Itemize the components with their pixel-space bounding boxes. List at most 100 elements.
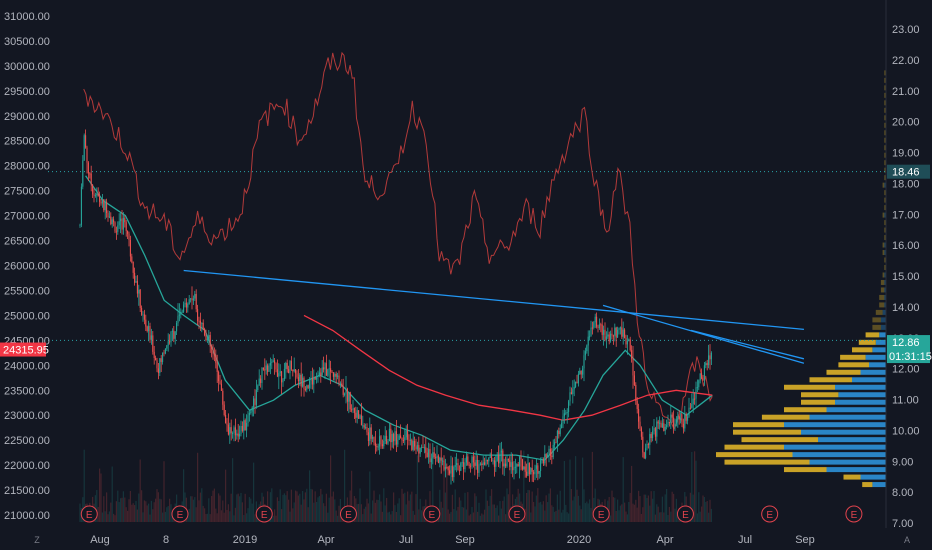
candle-body: [444, 466, 446, 470]
volume-profile-down-bar: [882, 272, 885, 278]
left-axis-tick-label: 26000.00: [4, 261, 50, 273]
earnings-marker[interactable]: E: [676, 505, 694, 523]
volume-bar: [587, 503, 589, 522]
candle-body: [152, 335, 154, 352]
candle-body: [358, 410, 360, 419]
trendlines-layer[interactable]: [183, 269, 805, 364]
candle-body: [216, 362, 218, 372]
left-axis-panel[interactable]: [0, 0, 48, 528]
volume-bar: [566, 512, 568, 522]
candle-body: [542, 459, 544, 464]
candle-body: [302, 377, 304, 387]
candle-body: [411, 439, 413, 450]
volume-profile-down-bar: [784, 384, 835, 390]
candle-body: [489, 456, 491, 458]
volume-bar: [692, 494, 694, 522]
candle-body: [173, 330, 175, 339]
candle-body: [292, 369, 294, 372]
candle-body: [338, 375, 340, 384]
earnings-marker[interactable]: E: [845, 505, 863, 523]
volume-profile-up-bar: [784, 444, 886, 450]
candle-body: [373, 437, 375, 443]
candle-body: [314, 377, 316, 380]
candle-body: [365, 427, 367, 429]
candle-body: [197, 309, 199, 321]
volume-bar: [541, 504, 543, 522]
earnings-marker[interactable]: E: [592, 505, 610, 523]
candle-body: [463, 462, 465, 470]
volume-profile-down-bar: [884, 130, 886, 136]
timezone-z-icon[interactable]: Z: [34, 535, 40, 545]
candle-body: [404, 437, 406, 441]
candle-body: [300, 374, 302, 387]
candle-body: [89, 173, 91, 175]
volume-bar: [281, 509, 283, 522]
earnings-marker[interactable]: E: [80, 505, 98, 523]
volume-bar: [456, 510, 458, 522]
volume-bar: [233, 515, 235, 522]
candle-body: [331, 371, 333, 373]
volume-bar: [537, 488, 539, 522]
volume-profile-down-bar: [884, 70, 886, 76]
volume-bar: [526, 492, 528, 522]
candle-body: [544, 454, 546, 464]
volume-bar: [204, 508, 206, 522]
candle-body: [264, 369, 266, 371]
volume-bar: [414, 514, 416, 522]
right-axis-tick-label: 7.00: [892, 518, 913, 530]
volume-bar: [351, 470, 353, 522]
right-axis-panel[interactable]: [886, 0, 932, 528]
candle-body: [604, 329, 606, 340]
auto-scale-a-icon[interactable]: A: [904, 535, 910, 545]
candle-body: [570, 392, 572, 395]
volume-profile-down-bar: [884, 152, 886, 158]
volume-bar: [289, 511, 291, 522]
candle-body: [519, 456, 521, 467]
candle-body: [82, 160, 84, 187]
volume-bar: [225, 469, 227, 522]
volume-bar: [278, 500, 280, 522]
overlay-price-label: 12.86: [892, 337, 920, 349]
candle-body: [198, 320, 200, 322]
volume-bar: [505, 514, 507, 522]
volume-bar: [379, 494, 381, 522]
earnings-marker[interactable]: E: [171, 505, 189, 523]
candle-body: [646, 444, 648, 449]
earnings-marker[interactable]: E: [339, 505, 357, 523]
candle-body: [696, 387, 698, 389]
candle-body: [205, 335, 207, 341]
time-axis-panel[interactable]: [0, 528, 932, 550]
earnings-marker[interactable]: E: [508, 505, 526, 523]
volume-bar: [129, 490, 131, 522]
candle-body: [281, 371, 283, 383]
volume-profile-down-bar: [784, 467, 827, 473]
volume-bar: [408, 500, 410, 522]
candle-body: [240, 426, 242, 435]
left-axis-tick-label: 27500.00: [4, 186, 50, 198]
candle-body: [537, 465, 539, 474]
candle-body: [695, 387, 697, 399]
candle-body: [282, 379, 284, 383]
earnings-marker-circle: [80, 505, 98, 523]
volume-bar: [211, 496, 213, 522]
candle-body: [218, 371, 220, 382]
candle-body: [303, 377, 305, 389]
last-price-badge: [0, 342, 46, 357]
earnings-marker[interactable]: E: [761, 505, 779, 523]
candle-body: [253, 398, 255, 408]
candle-body: [601, 324, 603, 335]
volume-bar: [120, 498, 122, 522]
candle-body: [622, 329, 624, 337]
volume-bar: [440, 501, 442, 522]
volume-bar: [458, 497, 460, 522]
candle-body: [94, 195, 96, 197]
earnings-marker[interactable]: E: [423, 505, 441, 523]
candle-body: [528, 462, 530, 475]
volume-bar: [155, 498, 157, 522]
volume-bar: [304, 492, 306, 522]
earnings-marker[interactable]: E: [255, 505, 273, 523]
volume-bar: [559, 490, 561, 522]
volume-bar: [283, 493, 285, 522]
